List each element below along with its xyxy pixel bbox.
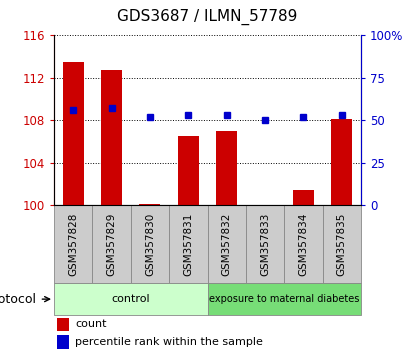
Bar bbox=[54, 283, 208, 315]
Text: GSM357828: GSM357828 bbox=[68, 212, 78, 276]
Bar bbox=[284, 205, 323, 283]
Bar bbox=[54, 205, 92, 283]
Bar bbox=[216, 131, 237, 205]
Bar bbox=[208, 283, 361, 315]
Bar bbox=[246, 205, 284, 283]
Text: GSM357831: GSM357831 bbox=[183, 212, 193, 276]
Bar bbox=[57, 335, 69, 349]
Bar bbox=[57, 318, 69, 331]
Text: GSM357832: GSM357832 bbox=[222, 212, 232, 276]
Bar bbox=[323, 205, 361, 283]
Text: GSM357829: GSM357829 bbox=[107, 212, 117, 276]
Text: count: count bbox=[76, 319, 107, 329]
Text: GSM357833: GSM357833 bbox=[260, 212, 270, 276]
Text: exposure to maternal diabetes: exposure to maternal diabetes bbox=[209, 294, 359, 304]
Bar bbox=[178, 136, 199, 205]
Text: GSM357830: GSM357830 bbox=[145, 213, 155, 276]
Bar bbox=[293, 190, 314, 205]
Bar bbox=[331, 119, 352, 205]
Text: protocol: protocol bbox=[0, 293, 50, 306]
Bar bbox=[63, 62, 84, 205]
Text: percentile rank within the sample: percentile rank within the sample bbox=[76, 337, 264, 347]
Bar bbox=[93, 205, 131, 283]
Bar bbox=[131, 205, 169, 283]
Bar bbox=[169, 205, 208, 283]
Text: GDS3687 / ILMN_57789: GDS3687 / ILMN_57789 bbox=[117, 9, 298, 25]
Bar bbox=[139, 204, 161, 205]
Text: control: control bbox=[111, 294, 150, 304]
Text: GSM357834: GSM357834 bbox=[298, 212, 308, 276]
Bar bbox=[101, 70, 122, 205]
Bar bbox=[208, 205, 246, 283]
Text: GSM357835: GSM357835 bbox=[337, 212, 347, 276]
